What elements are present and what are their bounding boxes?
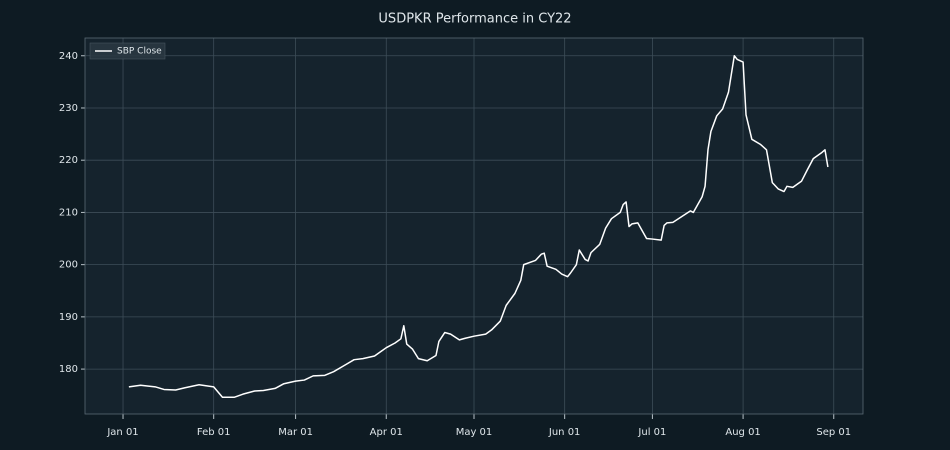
x-tick-label: Mar 01 (278, 427, 313, 438)
chart-title: USDPKR Performance in CY22 (378, 12, 571, 27)
legend-box (89, 42, 166, 60)
y-tick-label: 240 (59, 51, 78, 62)
y-tick-label: 180 (59, 364, 78, 375)
x-tick-label: Feb 01 (197, 427, 231, 438)
y-tick-label: 190 (59, 312, 78, 323)
line-series (128, 55, 829, 399)
x-tick-label: Sep 01 (816, 427, 851, 438)
x-tick-label: Jun 01 (548, 427, 581, 438)
y-tick-label: 200 (59, 260, 78, 271)
y-tick-label: 210 (59, 207, 78, 218)
x-tick-label: Apr 01 (370, 427, 403, 438)
y-tick-label: 220 (59, 155, 78, 166)
y-tick-label: 230 (59, 103, 78, 114)
x-tick-label: Jul 01 (637, 427, 666, 438)
x-tick-label: May 01 (456, 427, 493, 438)
x-tick-label: Jan 01 (106, 427, 138, 438)
x-tick-label: Aug 01 (725, 427, 760, 438)
legend-label: SBP Close (117, 47, 162, 57)
axes-frame (84, 37, 864, 415)
